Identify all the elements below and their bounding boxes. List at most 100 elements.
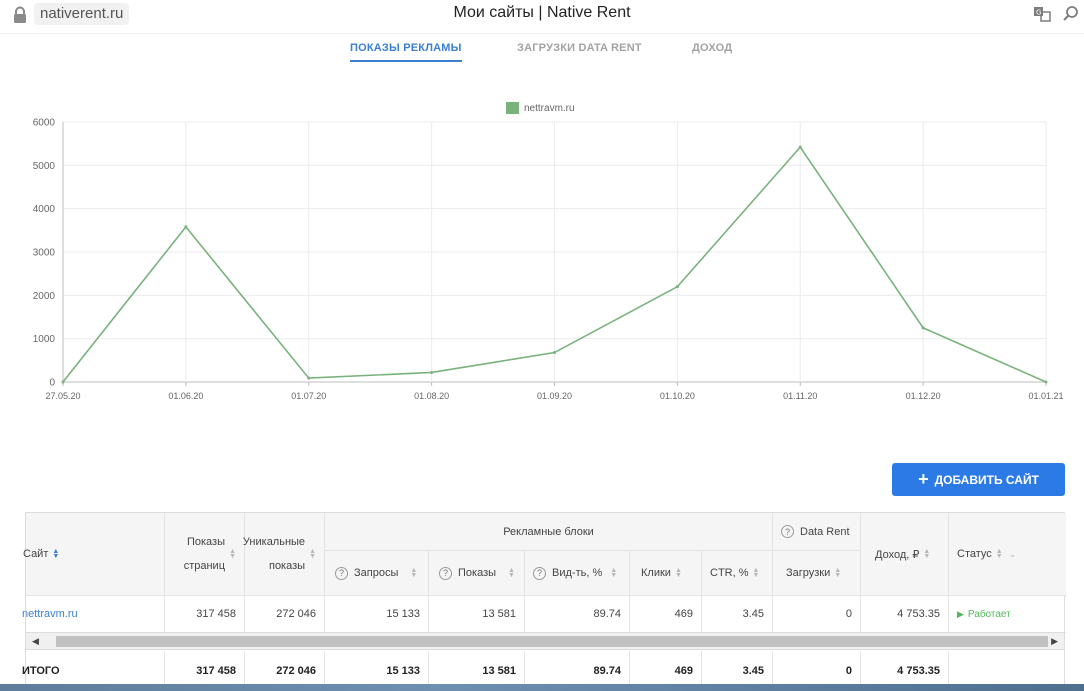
sort-icon[interactable]: ▲ ▼ <box>410 567 418 579</box>
header-requests[interactable]: ? Запросы ▲ ▼ <box>325 551 429 596</box>
translate-icon[interactable]: G <box>1033 5 1051 23</box>
search-icon[interactable] <box>1062 5 1080 23</box>
header-impressions[interactable]: ? Показы ▲ ▼ <box>429 551 525 596</box>
site-link[interactable]: nettravm.ru <box>22 608 78 620</box>
data-point <box>675 285 679 289</box>
page-title: Мои сайты | Native Rent <box>453 4 631 21</box>
total-income: 4 753.35 <box>861 651 949 691</box>
taskbar-strip <box>0 684 1084 691</box>
legend-label: nettravm.ru <box>524 102 575 114</box>
status-badge: Работает <box>967 608 1011 620</box>
x-tick-label: 01.09.20 <box>537 391 572 401</box>
header-data-rent: ? Data Rent <box>773 513 861 551</box>
chart-canvas: 0 1000 2000 3000 4000 5000 6000 27.05.20 01.06.2… <box>33 118 1064 402</box>
total-downloads: 0 <box>773 651 861 691</box>
header-unique-views[interactable]: Уникальные показы ▲ ▼ <box>242 513 325 596</box>
help-icon[interactable]: ? <box>335 566 348 580</box>
help-icon[interactable]: ? <box>533 566 546 580</box>
play-icon: ▶ <box>957 608 964 619</box>
x-tick-label: 01.10.20 <box>660 391 695 401</box>
header-ctr-label: CTR, % <box>710 567 749 579</box>
sort-icon[interactable]: ▲ ▼ <box>229 548 236 560</box>
cell-income: 4 753.35 <box>861 596 949 633</box>
sort-icon[interactable]: ▲ ▼ <box>610 567 618 579</box>
header-clicks[interactable]: Клики ▲ ▼ <box>630 551 702 596</box>
tab-income[interactable]: ДОХОД <box>692 42 733 54</box>
header-visibility-label: Вид-ть, % <box>552 567 603 579</box>
cell-ctr: 3.45 <box>702 596 773 633</box>
data-point <box>798 145 802 149</box>
y-tick-label: 0 <box>49 378 55 389</box>
header-income-label: Доход, ₽ <box>875 548 920 561</box>
data-point <box>307 376 311 380</box>
header-status-label: Статус <box>957 548 992 560</box>
header-status[interactable]: Статус ▲ ▼ ⌄ <box>949 513 1066 596</box>
y-tick-label: 2000 <box>33 291 56 302</box>
help-icon[interactable]: ? <box>781 525 794 538</box>
total-label: ИТОГО <box>22 651 165 691</box>
chart-legend[interactable]: nettravm.ru <box>506 102 575 114</box>
add-site-button[interactable]: + ДОБАВИТЬ САЙТ <box>892 463 1065 496</box>
header-site-label: Сайт <box>23 548 49 560</box>
total-requests: 15 133 <box>325 651 429 691</box>
scroll-left-icon[interactable]: ◀ <box>32 636 39 646</box>
total-clicks: 469 <box>630 651 702 691</box>
y-tick-label: 5000 <box>33 161 56 172</box>
chevron-down-icon[interactable]: ⌄ <box>1008 548 1017 559</box>
header-visibility[interactable]: ? Вид-ть, % ▲ ▼ <box>525 551 630 596</box>
header-page-views[interactable]: Показы страниц ▲ ▼ <box>165 513 245 596</box>
stats-tabs: ПОКАЗЫ РЕКЛАМЫ ЗАГРУЗКИ DATA RENT ДОХОД <box>0 42 1084 66</box>
header-ad-blocks: Рекламные блоки <box>325 513 773 551</box>
header-downloads[interactable]: Загрузки ▲ ▼ <box>773 551 861 596</box>
total-ctr: 3.45 <box>702 651 773 691</box>
add-site-label: ДОБАВИТЬ САЙТ <box>934 472 1039 487</box>
table-scrollbar[interactable]: ◀ ▶ <box>25 632 1065 650</box>
scroll-thumb[interactable] <box>56 636 1048 647</box>
cell-requests: 15 133 <box>325 596 429 633</box>
data-point <box>1044 380 1048 384</box>
x-tick-label: 01.07.20 <box>291 391 326 401</box>
data-point <box>61 380 65 384</box>
sort-icon[interactable]: ▲ ▼ <box>923 548 931 560</box>
data-point <box>553 351 556 355</box>
header-unique-views-label: Уникальные показы <box>242 536 306 572</box>
y-tick-label: 3000 <box>33 248 56 259</box>
sort-icon[interactable]: ▲ ▼ <box>995 548 1003 560</box>
tab-data-rent-downloads[interactable]: ЗАГРУЗКИ DATA RENT <box>517 42 642 54</box>
x-tick-label: 01.08.20 <box>414 391 449 401</box>
cell-clicks: 469 <box>630 596 702 633</box>
cell-visibility: 89.74 <box>525 596 630 633</box>
header-ctr[interactable]: CTR, % ▲ ▼ <box>702 551 773 596</box>
cell-impressions: 13 581 <box>429 596 525 633</box>
scroll-right-icon[interactable]: ▶ <box>1051 636 1058 646</box>
url-field[interactable]: nativerent.ru <box>34 3 130 25</box>
cell-status: ▶ Работает <box>949 596 1066 633</box>
total-impressions: 13 581 <box>429 651 525 691</box>
help-icon[interactable]: ? <box>439 566 452 580</box>
sort-icon[interactable]: ▲ ▼ <box>52 548 60 560</box>
data-point <box>430 370 434 374</box>
cell-unique-views: 272 046 <box>245 596 325 633</box>
sort-icon[interactable]: ▲ ▼ <box>752 567 760 579</box>
sort-icon[interactable]: ▲ ▼ <box>309 548 316 560</box>
svg-text:G: G <box>1036 9 1041 17</box>
header-site[interactable]: Сайт ▲ ▼ <box>23 513 165 596</box>
cell-downloads: 0 <box>773 596 861 633</box>
sort-icon[interactable]: ▲ ▼ <box>834 567 842 579</box>
data-point <box>921 326 925 330</box>
total-unique-views: 272 046 <box>245 651 325 691</box>
header-data-rent-label: Data Rent <box>800 525 850 538</box>
header-downloads-label: Загрузки <box>786 567 831 579</box>
tab-ad-impressions[interactable]: ПОКАЗЫ РЕКЛАМЫ <box>350 42 462 62</box>
table-row-site[interactable]: nettravm.ru <box>22 596 165 633</box>
sort-icon[interactable]: ▲ ▼ <box>508 567 515 579</box>
data-point <box>184 225 188 229</box>
total-label-text: ИТОГО <box>22 665 60 677</box>
legend-swatch <box>506 102 519 114</box>
header-income[interactable]: Доход, ₽ ▲ ▼ <box>861 513 949 596</box>
header-page-views-label: Показы страниц <box>183 536 225 572</box>
cell-page-views: 317 458 <box>165 596 245 633</box>
sort-icon[interactable]: ▲ ▼ <box>674 567 682 579</box>
sites-table: Сайт ▲ ▼ Показы страниц ▲ ▼ Уникальные пок… <box>22 512 1066 691</box>
x-tick-label: 01.12.20 <box>906 391 941 401</box>
